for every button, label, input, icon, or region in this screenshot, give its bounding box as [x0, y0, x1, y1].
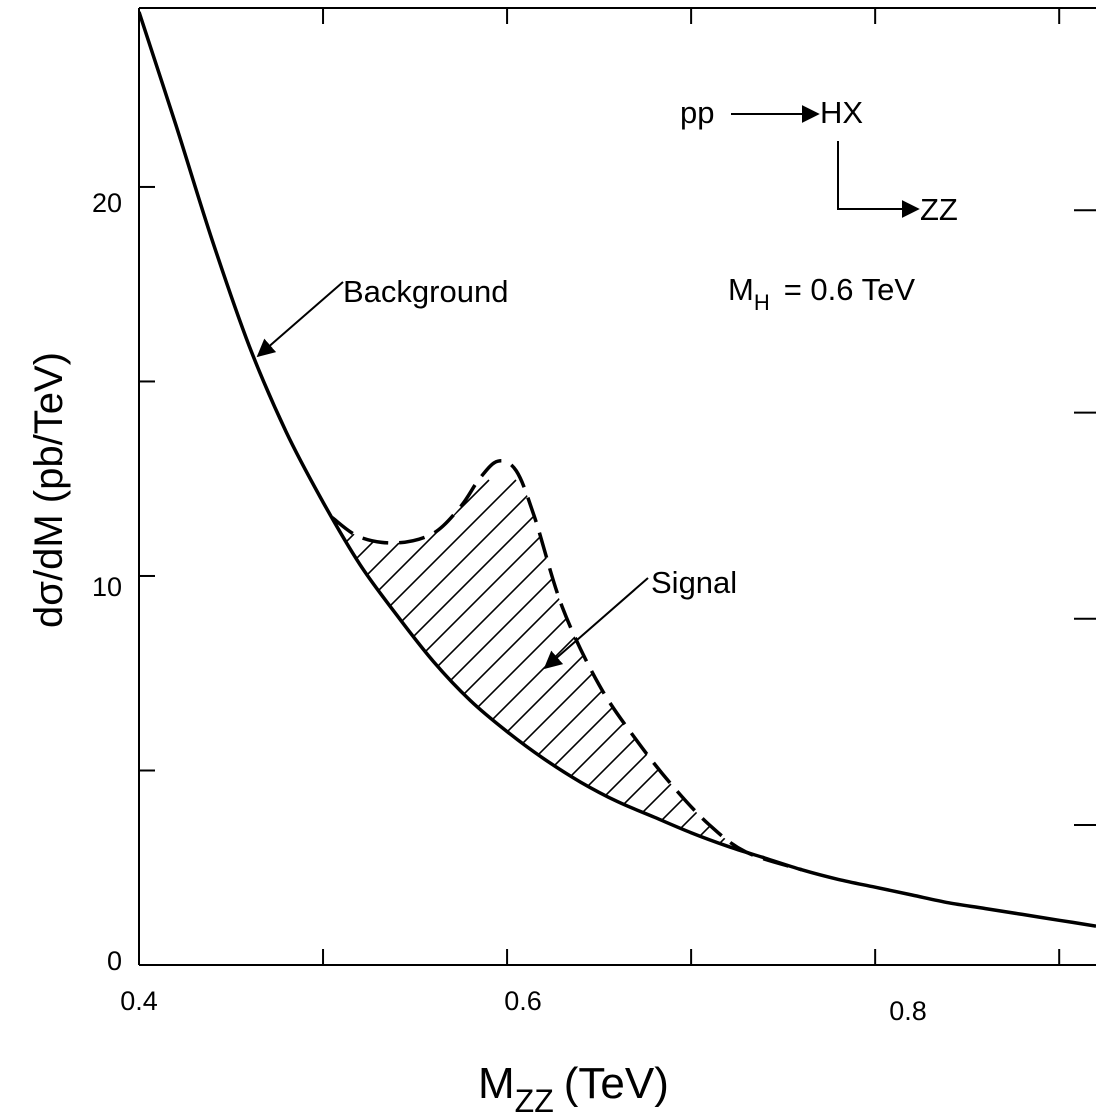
hatch-line — [690, 479, 802, 870]
hatch-line — [332, 479, 571, 870]
hatch-line — [332, 479, 625, 870]
y-tick-label-10: 10 — [92, 572, 122, 602]
process-zz: ZZ — [920, 192, 958, 227]
background-arrow — [256, 281, 344, 358]
hatch-line — [332, 479, 544, 870]
hatch-line — [663, 479, 802, 870]
hatch-line — [717, 479, 802, 870]
mass-label-value: = 0.6 TeV — [784, 272, 916, 307]
process-arrow-2 — [837, 141, 920, 218]
hatch-line — [609, 479, 802, 870]
hatch-line — [332, 479, 679, 870]
hatch-line — [332, 479, 463, 870]
hatch-line — [771, 479, 802, 870]
hatch-line — [332, 479, 490, 870]
hatch-line — [501, 479, 802, 870]
y-tick-label-0: 0 — [107, 946, 122, 976]
hatch-line — [988, 480, 1096, 980]
hatch-line — [332, 479, 706, 870]
x-tick-label-0.8: 0.8 — [889, 996, 927, 1026]
hatch-line — [961, 480, 1096, 980]
hatch-line — [332, 479, 760, 870]
signal-label: Signal — [651, 565, 737, 600]
signal-arrow — [543, 577, 649, 670]
hatch-line — [332, 479, 652, 870]
hatch-line — [555, 479, 802, 870]
hatch-line — [798, 479, 802, 870]
hatch-line — [744, 479, 802, 870]
series-background-line — [139, 11, 1096, 928]
y-axis-label: dσ/dM (pb/TeV) — [27, 352, 71, 628]
mass-label-sub: H — [754, 290, 770, 315]
process-hx: HX — [820, 95, 863, 130]
hatch-line — [880, 480, 1096, 980]
signal-hatch-region — [332, 479, 1096, 980]
x-axis-label: MZZ (TeV) — [478, 1059, 669, 1116]
x-axis-label-main: M — [478, 1059, 515, 1108]
hatch-line — [636, 479, 802, 870]
hatch-line — [907, 480, 1096, 980]
y-tick-label-20: 20 — [92, 188, 122, 218]
process-pp: pp — [680, 95, 714, 130]
hatch-line — [853, 480, 1096, 980]
hatch-line — [582, 479, 802, 870]
x-axis-label-unit: (TeV) — [564, 1059, 669, 1108]
hatch-line — [474, 479, 802, 870]
background-label: Background — [343, 274, 508, 309]
hatch-line — [332, 479, 733, 870]
hatch-line — [332, 479, 517, 870]
x-tick-label-0.4: 0.4 — [120, 986, 158, 1016]
mass-label: MH = 0.6 TeV — [728, 272, 915, 315]
mass-label-main: M — [728, 272, 754, 307]
x-axis-label-sub: ZZ — [515, 1083, 554, 1116]
x-tick-label-0.6: 0.6 — [504, 986, 542, 1016]
hatch-line — [332, 479, 598, 870]
series-signal-line — [331, 459, 803, 872]
